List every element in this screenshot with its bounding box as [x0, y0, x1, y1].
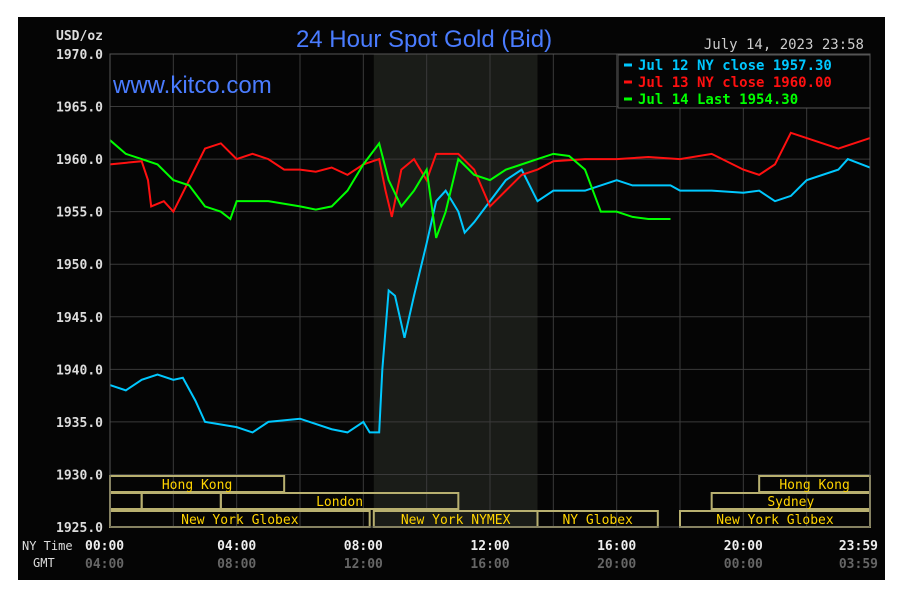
x-tick-label-gmt: 04:00	[85, 557, 124, 572]
y-tick-label: 1935.0	[56, 416, 103, 431]
series-lines	[109, 131, 871, 434]
x-tick-label-gmt: 12:00	[344, 557, 383, 572]
session-label: NY Globex	[562, 513, 633, 528]
x-tick-label-gmt: 16:00	[470, 557, 509, 572]
x-tick-label-ny: 00:00	[85, 539, 124, 554]
session-label: New York NYMEX	[401, 513, 511, 528]
y-tick-label: 1940.0	[56, 363, 103, 378]
y-tick-label: 1950.0	[56, 258, 103, 273]
session-bar	[219, 492, 460, 510]
y-tick-label: 1945.0	[56, 311, 103, 326]
session-label: London	[316, 495, 363, 510]
plot-border	[109, 53, 871, 528]
x-tick-label-ny: 08:00	[344, 539, 383, 554]
series-line	[109, 139, 671, 239]
gmt-label: GMT	[33, 556, 55, 570]
legend-entry: Jul 12 NY close 1957.30	[638, 58, 832, 74]
y-tick-label: 1970.0	[56, 48, 103, 63]
x-tick-label-gmt: 20:00	[597, 557, 636, 572]
nymex-shaded-region	[373, 54, 538, 527]
date-label: July 14, 2023 23:58	[704, 37, 864, 53]
series-line	[109, 131, 871, 218]
y-axis-ticks: 1970.0 1965.0 1960.0 1955.0 1950.0 1945.0 1940…	[56, 48, 103, 536]
legend-entry: Jul 13 NY close 1960.00	[638, 75, 832, 91]
session-label: Hong Kong	[779, 478, 849, 493]
x-tick-label-gmt: 00:00	[724, 557, 763, 572]
chart-title: 24 Hour Spot Gold (Bid)	[296, 26, 552, 53]
x-tick-label-ny: 23:59	[839, 539, 878, 554]
x-tick-label-ny: 04:00	[217, 539, 256, 554]
series-line	[109, 157, 871, 434]
x-tick-label-ny: 16:00	[597, 539, 636, 554]
y-tick-label: 1955.0	[56, 206, 103, 221]
ny-time-label: NY Time	[22, 539, 73, 553]
watermark: www.kitco.com	[112, 72, 272, 99]
x-tick-label-ny: 20:00	[724, 539, 763, 554]
x-tick-label-ny: 12:00	[470, 539, 509, 554]
y-tick-label: 1960.0	[56, 153, 103, 168]
x-tick-label-gmt: 08:00	[217, 557, 256, 572]
session-label: Sydney	[767, 495, 814, 510]
y-tick-label: 1965.0	[56, 101, 103, 116]
y-axis-label: USD/oz	[56, 29, 103, 44]
session-label: Hong Kong	[162, 478, 232, 493]
session-label: New York Globex	[181, 513, 299, 528]
y-tick-label: 1930.0	[56, 468, 103, 483]
y-tick-label: 1925.0	[56, 521, 103, 536]
session-label: New York Globex	[716, 513, 834, 528]
legend-box	[617, 54, 871, 109]
x-tick-label-gmt: 03:59	[839, 557, 878, 572]
legend-entry: Jul 14 Last 1954.30	[638, 92, 798, 108]
x-axis-ticks: 00:00 04:00 04:00 08:00 08:00 12:00 12:00 16:00…	[85, 539, 878, 572]
grid	[109, 53, 871, 528]
